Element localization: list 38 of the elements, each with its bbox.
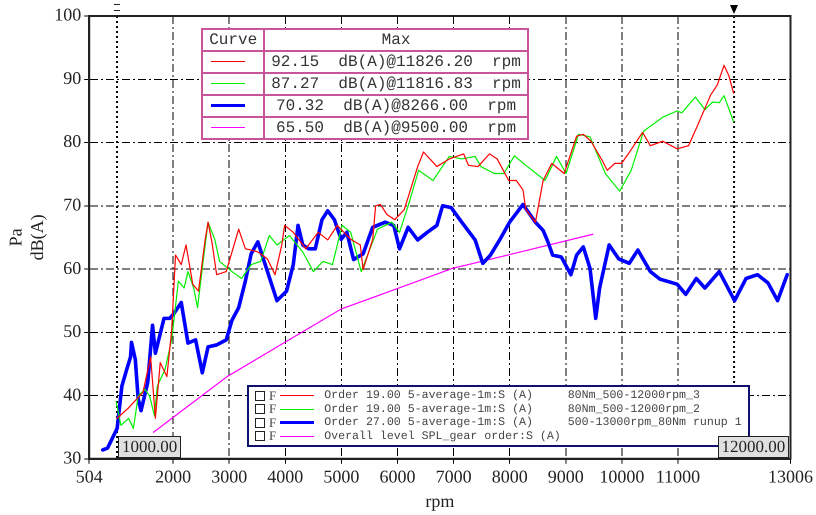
x-tick-label: 7000 [436, 466, 472, 486]
annotation: 65.50 dB(A)@9500.00 rpm [264, 117, 528, 139]
ref-line-label: 12000.00 [718, 436, 790, 458]
legend-label: Order 19.00 5-average-1m:S (A) 80Nm_500-12000rpm_3 [324, 389, 700, 402]
y-tick-label: 60 [63, 258, 82, 278]
y-tick-label: 70 [63, 194, 82, 215]
annotation: 87.27 dB(A)@11816.83 rpm [264, 73, 528, 95]
y-tick-label: 90 [63, 68, 82, 88]
y-tick-label: 80 [63, 131, 82, 152]
x-tick-label: 9000 [548, 466, 584, 486]
x-tick-label: 3000 [211, 466, 248, 486]
x-tick-label: 4000 [267, 466, 304, 486]
legend-label: Order 19.00 5-average-1m:S (A) 80Nm_500-12000rpm_2 [324, 402, 700, 416]
y-tick-label: 100 [54, 4, 82, 25]
x-tick-label: 504 [76, 466, 103, 486]
x-tick-label: 13006 [768, 466, 813, 486]
annotation: Curve [202, 29, 264, 51]
annotation: 70.32 dB(A)@8266.00 rpm [264, 95, 528, 117]
legend-label: Overall level SPL_gear order:S (A) [324, 430, 561, 443]
annotation: F [268, 401, 276, 418]
x-tick-label: 8000 [492, 466, 528, 486]
x-axis-title: rpm [425, 490, 454, 511]
annotation: 92.15 dB(A)@11826.20 rpm [264, 51, 528, 73]
annotation: F [268, 414, 276, 431]
ref-line-label: 1000.00 [118, 436, 182, 458]
legend-label: Order 27.00 5-average-1m:S (A) 500-13000rpm_80Nm runup 1 [324, 416, 742, 430]
x-tick-label: 6000 [380, 466, 416, 486]
annotation: Max [264, 29, 528, 51]
annotation: F [268, 428, 276, 444]
y-axis-title: Pa dB(A) [6, 214, 48, 260]
y-tick-label: 40 [63, 384, 82, 404]
x-tick-label: 11000 [656, 466, 700, 486]
x-tick-label: 2000 [155, 466, 192, 486]
y-tick-label: 30 [63, 448, 82, 468]
x-tick-label: 10000 [599, 466, 644, 486]
annotation: F [268, 388, 276, 404]
x-tick-label: 5000 [323, 466, 360, 486]
y-tick-label: 50 [63, 321, 82, 342]
